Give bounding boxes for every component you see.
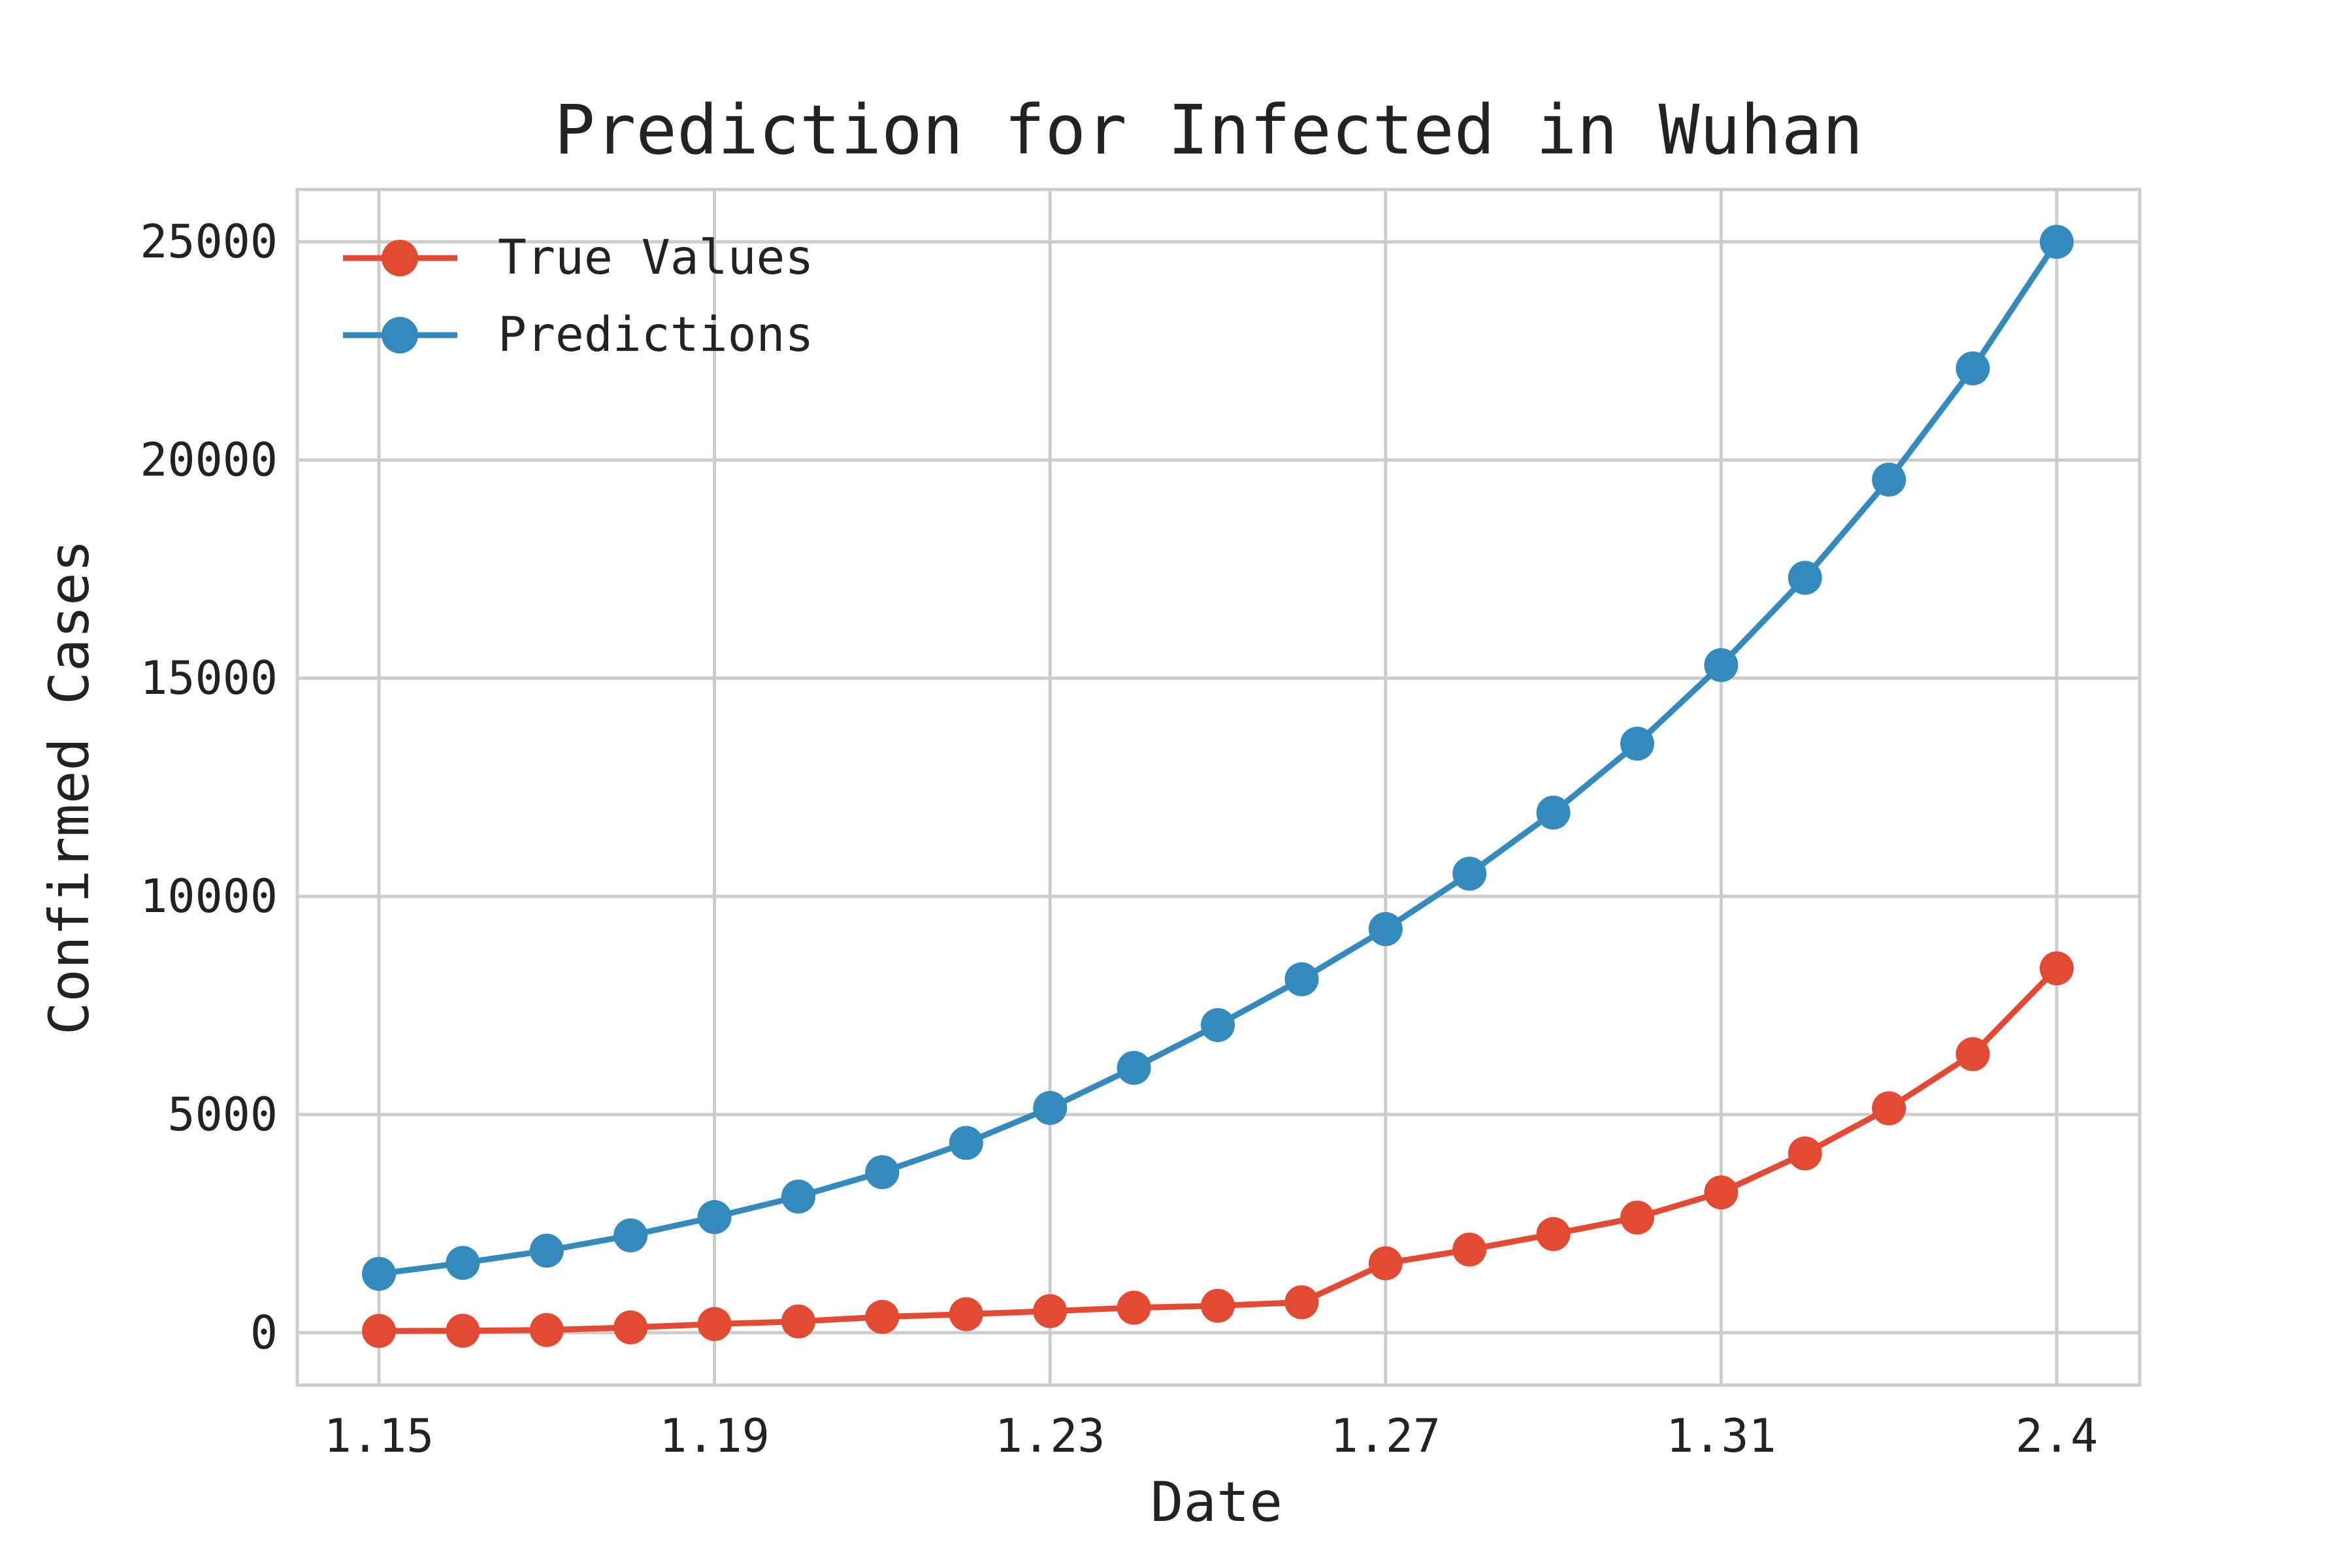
data-point: [1368, 1246, 1403, 1281]
data-point: [613, 1218, 648, 1252]
data-point: [1620, 1200, 1654, 1235]
legend-label: True Values: [498, 230, 813, 286]
data-point: [2040, 225, 2074, 259]
plot-frame: [295, 188, 2142, 1387]
data-point: [1033, 1090, 1068, 1125]
data-point: [1536, 795, 1571, 830]
grid-lines: [297, 189, 2140, 1385]
series-line: [378, 240, 2059, 1277]
x-tick-label: 1.27: [1331, 1409, 1441, 1463]
data-point: [1955, 1037, 1990, 1071]
data-point: [1201, 1007, 1235, 1042]
x-tick-label: 1.15: [324, 1409, 434, 1463]
data-point: [1284, 962, 1319, 996]
x-tick-label: 1.31: [1666, 1409, 1776, 1463]
data-point: [865, 1155, 900, 1190]
data-point: [1872, 463, 1906, 497]
x-tick-label: 2.4: [2016, 1409, 2098, 1463]
y-tick-label: 0: [250, 1306, 278, 1360]
data-point: [529, 1313, 564, 1347]
series-predictions: [362, 225, 2074, 1291]
data-point: [1704, 1175, 1739, 1210]
chart-title: Prediction for Infected in Wuhan: [554, 90, 1863, 170]
data-point: [1955, 351, 1990, 385]
legend-item: Predictions: [343, 307, 813, 363]
data-point: [1620, 727, 1654, 761]
data-point: [446, 1313, 480, 1348]
data-point: [446, 1245, 480, 1280]
data-point: [1788, 1136, 1822, 1171]
data-point: [2040, 951, 2074, 986]
y-tick-label: 10000: [140, 870, 278, 923]
data-point: [613, 1310, 648, 1345]
legend-item: True Values: [343, 230, 813, 286]
legend-label: Predictions: [498, 307, 813, 363]
data-point: [781, 1304, 815, 1339]
legend-marker: [382, 317, 418, 353]
data-point: [949, 1297, 983, 1331]
series-layer: [362, 225, 2074, 1348]
data-point: [1284, 1285, 1319, 1320]
data-point: [697, 1307, 732, 1341]
data-point: [1452, 1232, 1487, 1267]
data-point: [1201, 1288, 1235, 1323]
data-point: [1788, 561, 1822, 595]
data-point: [362, 1314, 396, 1348]
y-tick-label: 5000: [167, 1088, 278, 1141]
data-point: [697, 1200, 732, 1234]
data-point: [1117, 1051, 1151, 1085]
x-axis-label: Date: [1151, 1470, 1282, 1534]
y-axis-label: Confirmed Cases: [37, 540, 101, 1036]
series-true-values: [362, 951, 2074, 1348]
data-point: [1536, 1217, 1571, 1251]
legend-marker: [382, 240, 418, 276]
data-point: [1704, 647, 1739, 682]
data-point: [1033, 1294, 1068, 1328]
data-point: [529, 1233, 564, 1268]
y-tick-label: 25000: [140, 215, 278, 269]
data-point: [865, 1299, 900, 1334]
data-point: [1117, 1290, 1151, 1325]
data-point: [362, 1256, 396, 1291]
y-axis-ticks: 0 5000 10000 15000 20000 25000: [140, 215, 278, 1360]
data-point: [1368, 912, 1403, 947]
data-point: [1452, 857, 1487, 891]
y-tick-label: 20000: [140, 433, 278, 487]
y-tick-label: 15000: [140, 651, 278, 705]
legend: True Values Predictions: [343, 230, 813, 363]
x-axis-ticks: 1.15 1.19 1.23 1.27 1.31 2.4: [324, 1409, 2099, 1463]
data-point: [781, 1179, 815, 1214]
data-point: [949, 1126, 983, 1160]
data-point: [1872, 1091, 1906, 1126]
x-tick-label: 1.23: [995, 1409, 1105, 1463]
x-tick-label: 1.19: [659, 1409, 770, 1463]
